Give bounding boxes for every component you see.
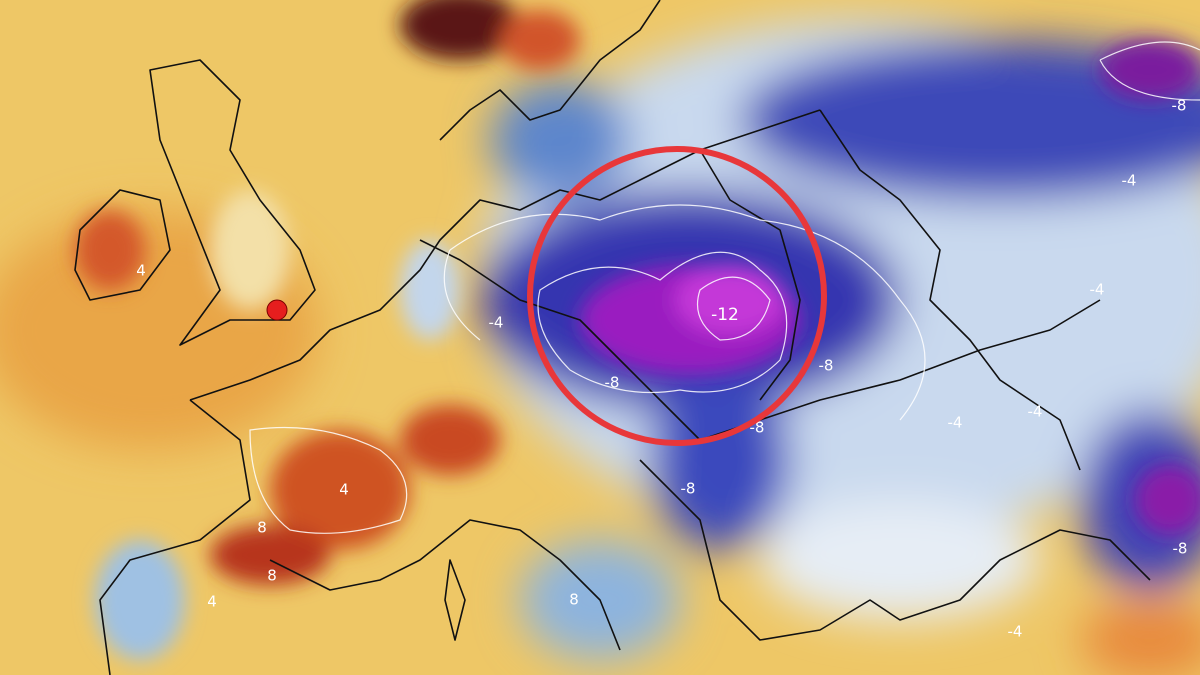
contour-label: -8 (605, 374, 620, 392)
contour-label: -8 (681, 480, 696, 498)
contour-label: -8 (1172, 97, 1187, 115)
contour-label: -4 (1028, 403, 1043, 421)
contour-label: -4 (948, 414, 963, 432)
coastlines (74, 0, 1151, 675)
contour-label: 4 (136, 262, 146, 280)
contour-label: 8 (267, 567, 277, 585)
contour-label: -4 (1008, 623, 1023, 641)
contour-label: 8 (257, 519, 267, 537)
highlight-circle (527, 146, 827, 446)
contour-label: -8 (819, 357, 834, 375)
contour-label: -12 (711, 305, 739, 325)
contour-label: -4 (1090, 281, 1105, 299)
contour-label: -8 (1173, 540, 1188, 558)
contour-label: 4 (339, 481, 349, 499)
contour-label: 8 (569, 591, 579, 609)
isolines (249, 41, 1200, 534)
contour-label: -4 (489, 314, 504, 332)
contour-label: -4 (1122, 172, 1137, 190)
location-marker (266, 299, 288, 321)
contour-label: 4 (207, 593, 217, 611)
